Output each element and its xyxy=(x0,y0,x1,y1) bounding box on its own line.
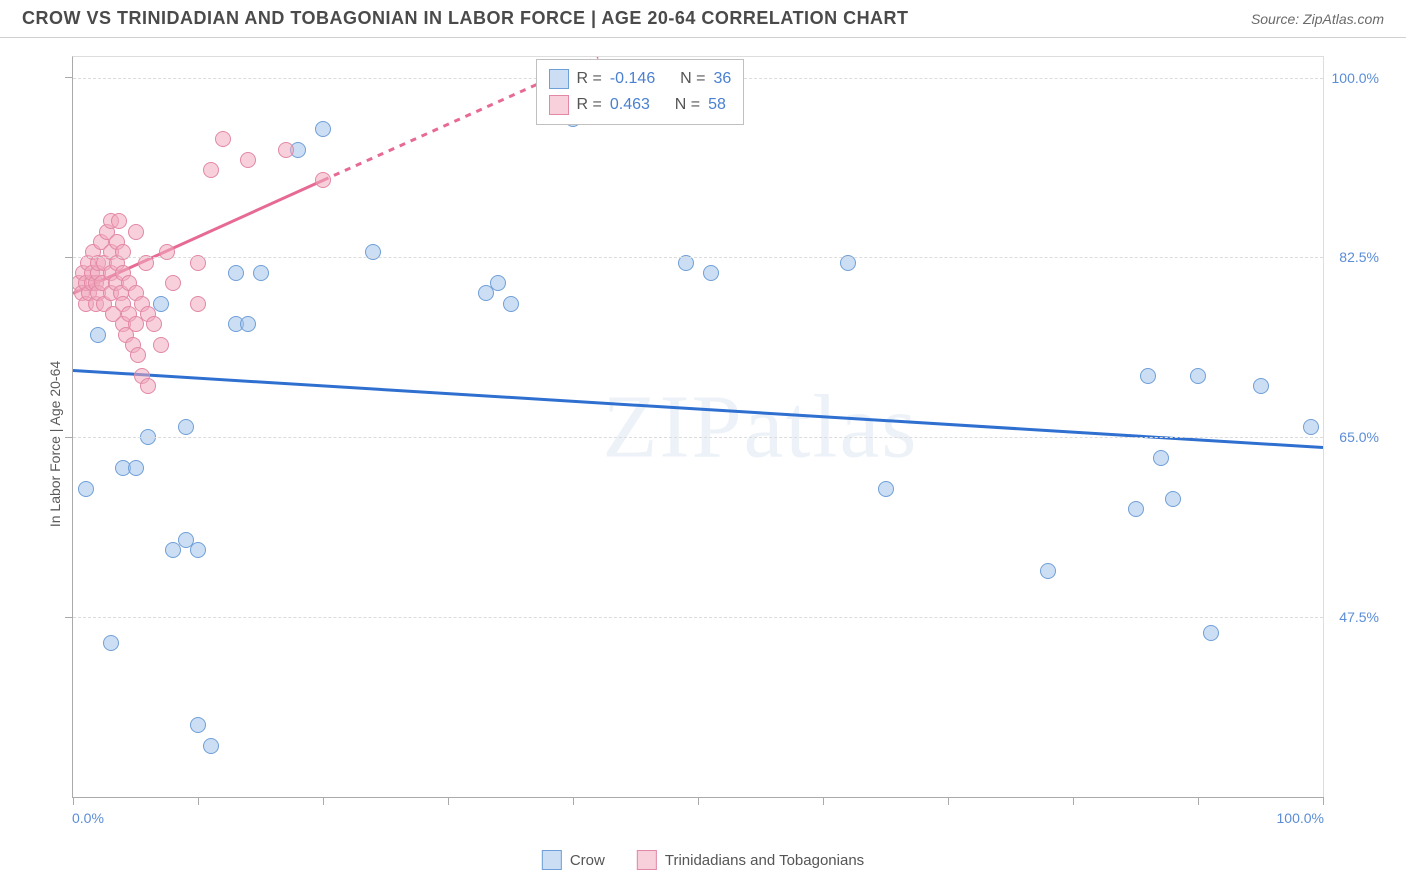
y-tick xyxy=(65,77,73,78)
x-tick xyxy=(573,797,574,805)
scatter-point-trinidad xyxy=(128,224,144,240)
legend-swatch xyxy=(542,850,562,870)
scatter-point-crow xyxy=(1303,419,1319,435)
stats-n-value: 36 xyxy=(713,66,731,92)
scatter-point-crow xyxy=(878,481,894,497)
stats-r-value: 0.463 xyxy=(610,92,650,118)
x-tick xyxy=(823,797,824,805)
stats-r-value: -0.146 xyxy=(610,66,655,92)
scatter-point-crow xyxy=(90,327,106,343)
x-tick xyxy=(1323,797,1324,805)
x-tick xyxy=(448,797,449,805)
stats-legend: R = -0.146 N = 36R = 0.463 N = 58 xyxy=(536,59,745,125)
scatter-point-crow xyxy=(503,296,519,312)
y-tick xyxy=(65,257,73,258)
x-axis-max-label: 100.0% xyxy=(1277,810,1324,826)
scatter-point-crow xyxy=(1165,491,1181,507)
scatter-point-crow xyxy=(1140,368,1156,384)
scatter-point-crow xyxy=(178,419,194,435)
header: CROW VS TRINIDADIAN AND TOBAGONIAN IN LA… xyxy=(0,0,1406,38)
x-tick xyxy=(698,797,699,805)
source-attribution: Source: ZipAtlas.com xyxy=(1251,11,1384,27)
chart-title: CROW VS TRINIDADIAN AND TOBAGONIAN IN LA… xyxy=(22,8,909,29)
stats-n-value: 58 xyxy=(708,92,726,118)
scatter-point-crow xyxy=(315,121,331,137)
x-tick xyxy=(73,797,74,805)
scatter-point-crow xyxy=(253,265,269,281)
scatter-point-crow xyxy=(490,275,506,291)
plot-wrapper: In Labor Force | Age 20-64 ZIPatlas 47.5… xyxy=(22,56,1384,832)
y-tick xyxy=(65,617,73,618)
y-tick-label: 82.5% xyxy=(1327,249,1379,265)
x-tick xyxy=(198,797,199,805)
scatter-point-crow xyxy=(703,265,719,281)
scatter-point-trinidad xyxy=(111,213,127,229)
stats-n-label: N = xyxy=(675,92,700,118)
x-tick xyxy=(323,797,324,805)
scatter-point-crow xyxy=(1040,563,1056,579)
scatter-point-trinidad xyxy=(153,337,169,353)
scatter-point-trinidad xyxy=(146,316,162,332)
scatter-point-crow xyxy=(128,460,144,476)
gridline-h xyxy=(73,617,1323,618)
stats-legend-row: R = 0.463 N = 58 xyxy=(549,92,732,118)
y-tick xyxy=(65,437,73,438)
chart-container: CROW VS TRINIDADIAN AND TOBAGONIAN IN LA… xyxy=(0,0,1406,892)
scatter-point-trinidad xyxy=(140,378,156,394)
stats-r-label: R = xyxy=(577,66,602,92)
scatter-point-trinidad xyxy=(190,296,206,312)
legend-label: Trinidadians and Tobagonians xyxy=(665,852,864,869)
series-legend: Crow Trinidadians and Tobagonians xyxy=(542,850,864,870)
y-tick-label: 65.0% xyxy=(1327,429,1379,445)
scatter-point-crow xyxy=(1153,450,1169,466)
scatter-point-crow xyxy=(1128,501,1144,517)
stats-n-label: N = xyxy=(680,66,705,92)
gridline-h xyxy=(73,437,1323,438)
scatter-point-crow xyxy=(190,542,206,558)
scatter-point-crow xyxy=(78,481,94,497)
scatter-point-crow xyxy=(103,635,119,651)
legend-item: Trinidadians and Tobagonians xyxy=(637,850,864,870)
legend-swatch-crow xyxy=(549,69,569,89)
x-tick xyxy=(1073,797,1074,805)
scatter-point-trinidad xyxy=(215,131,231,147)
scatter-point-crow xyxy=(1190,368,1206,384)
scatter-point-crow xyxy=(240,316,256,332)
gridline-h xyxy=(73,257,1323,258)
y-tick-label: 47.5% xyxy=(1327,609,1379,625)
scatter-point-trinidad xyxy=(278,142,294,158)
scatter-point-trinidad xyxy=(165,275,181,291)
scatter-point-crow xyxy=(190,717,206,733)
x-tick xyxy=(948,797,949,805)
scatter-points-layer xyxy=(73,57,1323,797)
legend-swatch-trinidad xyxy=(549,95,569,115)
y-tick-label: 100.0% xyxy=(1327,70,1379,86)
stats-r-label: R = xyxy=(577,92,602,118)
x-axis-min-label: 0.0% xyxy=(72,810,104,826)
scatter-point-crow xyxy=(228,265,244,281)
scatter-point-trinidad xyxy=(203,162,219,178)
plot-area: ZIPatlas 47.5%65.0%82.5%100.0%R = -0.146… xyxy=(72,56,1324,798)
scatter-point-trinidad xyxy=(315,172,331,188)
x-tick xyxy=(1198,797,1199,805)
y-axis-label: In Labor Force | Age 20-64 xyxy=(47,361,63,527)
scatter-point-trinidad xyxy=(240,152,256,168)
scatter-point-crow xyxy=(203,738,219,754)
scatter-point-crow xyxy=(1253,378,1269,394)
scatter-point-crow xyxy=(1203,625,1219,641)
legend-swatch xyxy=(637,850,657,870)
scatter-point-trinidad xyxy=(130,347,146,363)
legend-label: Crow xyxy=(570,852,605,869)
stats-legend-row: R = -0.146 N = 36 xyxy=(549,66,732,92)
legend-item: Crow xyxy=(542,850,605,870)
